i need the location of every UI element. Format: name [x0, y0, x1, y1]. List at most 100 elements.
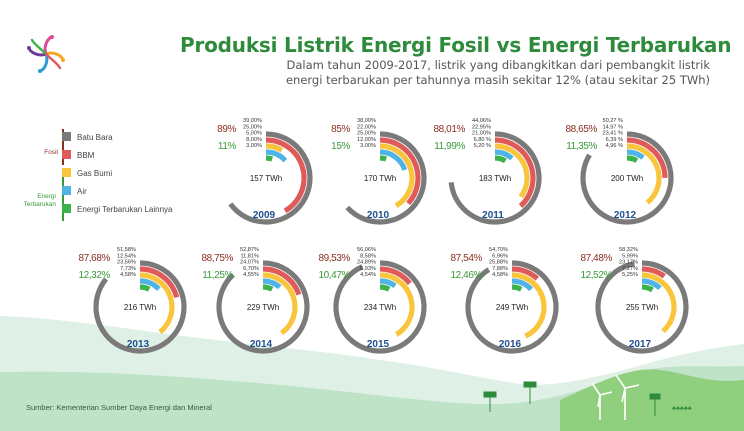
bar-gas-bumi-2016 — [511, 272, 547, 339]
legend-swatch-energi-terbarukan-lainnya — [62, 204, 71, 213]
legend-group-fosil: Fosil — [44, 149, 58, 156]
bar-gas-bumi-2011 — [494, 143, 530, 199]
legend-item-air: Air — [62, 185, 87, 198]
value-label-terbarukan-lainnya-2013: 4,58% — [120, 272, 136, 278]
bar-batu-bara-2014 — [216, 260, 310, 354]
radial-chart-2017 — [595, 260, 689, 354]
year-label-2009: 2009 — [253, 210, 276, 221]
total-label-2014: 229 TWh — [247, 303, 279, 312]
value-label-gas-bumi-2016: 25,88% — [489, 260, 508, 266]
total-label-2013: 216 TWh — [124, 303, 156, 312]
legend-label-air: Air — [77, 187, 87, 196]
legend-group-terbarukan-bracket — [62, 169, 64, 221]
terbarukan-share-2016: 12,46% — [450, 270, 482, 281]
total-label-2016: 249 TWh — [496, 303, 528, 312]
bar-air-2013 — [139, 278, 161, 291]
value-label-gas-bumi-2014: 24,07% — [240, 260, 259, 266]
value-label-terbarukan-lainnya-2011: 5,20 % — [474, 143, 491, 149]
value-label-gas-bumi-2015: 24,89% — [357, 260, 376, 266]
legend-item-gas-bumi: Gas Bumi — [62, 167, 112, 180]
value-label-batu-bara-2011: 44,06% — [472, 118, 491, 124]
terbarukan-share-2015: 10,47% — [318, 270, 350, 281]
bar-batu-bara-2009 — [228, 131, 313, 225]
value-label-bbm-2011: 22,95% — [472, 124, 491, 130]
bar-bbm-2014 — [262, 266, 302, 296]
bar-gas-bumi-2013 — [139, 272, 175, 335]
fosil-share-2014: 88,75% — [201, 253, 233, 264]
legend-label-energi-terbarukan-lainnya: Energi Terbarukan Lainnya — [77, 205, 173, 214]
legend-group-fosil-bracket — [62, 129, 64, 165]
fosil-share-2012: 88,65% — [565, 124, 597, 135]
source-note: Sumber: Kementerian Sumber Daya Energi d… — [26, 403, 212, 412]
legend-label-batu-bara: Batu Bara — [77, 133, 113, 142]
value-label-air-2016: 7,88% — [492, 266, 508, 272]
legend-group-terbarukan-line2: Terbarukan — [23, 201, 56, 208]
value-label-batu-bara-2010: 38,00% — [357, 118, 376, 124]
bar-batu-bara-2016 — [465, 260, 559, 354]
year-label-2011: 2011 — [482, 210, 504, 221]
bar-gas-bumi-2014 — [262, 272, 298, 336]
fosil-share-2015: 89,53% — [318, 253, 350, 264]
value-label-batu-bara-2014: 52,87% — [240, 247, 259, 253]
terbarukan-share-2011: 11,99% — [434, 141, 465, 152]
radial-chart-2013 — [93, 260, 187, 354]
bar-bbm-2009 — [265, 137, 307, 214]
total-label-2009: 157 TWh — [250, 174, 282, 183]
value-label-gas-bumi-2013: 23,56% — [117, 260, 136, 266]
total-label-2015: 234 TWh — [364, 303, 396, 312]
bar-air-2017 — [641, 278, 662, 291]
terbarukan-share-2017: 12,52% — [580, 270, 612, 281]
value-label-air-2014: 6,70% — [243, 266, 259, 272]
bar-gas-bumi-2017 — [641, 272, 677, 334]
bar-gas-bumi-2012 — [626, 143, 662, 205]
value-label-air-2012: 6,39 % — [606, 137, 623, 143]
year-label-2010: 2010 — [367, 210, 390, 221]
bar-air-2014 — [262, 278, 282, 290]
radial-chart-2012 — [580, 131, 674, 225]
fosil-share-2017: 87,48% — [580, 253, 612, 264]
legend-item-batu-bara: Batu Bara — [62, 131, 113, 144]
value-label-gas-bumi-2010: 25,00% — [357, 131, 376, 137]
legend-swatch-air — [62, 186, 71, 195]
bar-gas-bumi-2015 — [379, 272, 415, 337]
value-label-gas-bumi-2012: 23,41 % — [602, 131, 623, 137]
bar-terbarukan-lainnya-2011 — [494, 155, 507, 164]
subtitle-line-2: energi terbarukan per tahunnya masih sek… — [285, 73, 710, 87]
bar-air-2015 — [379, 278, 397, 289]
bar-terbarukan-lainnya-2009 — [265, 155, 273, 162]
radial-chart-2009 — [228, 131, 313, 225]
value-label-bbm-2017: 5,99% — [622, 253, 638, 259]
value-label-bbm-2010: 22,00% — [357, 124, 376, 130]
value-label-bbm-2015: 8,58% — [360, 253, 376, 259]
value-label-batu-bara-2017: 58,32% — [619, 247, 638, 253]
radial-chart-2010 — [345, 131, 427, 225]
year-label-2014: 2014 — [250, 339, 273, 350]
year-label-2012: 2012 — [614, 210, 637, 221]
legend-label-bbm: BBM — [77, 151, 95, 160]
bar-batu-bara-2011 — [448, 131, 542, 225]
total-label-2010: 170 TWh — [364, 174, 396, 183]
chart-title: Produksi Listrik Energi Fosil vs Energi … — [180, 33, 732, 57]
value-label-batu-bara-2009: 39,00% — [243, 118, 262, 124]
year-label-2016: 2016 — [499, 339, 522, 350]
fosil-share-2009: 89% — [217, 124, 236, 135]
bar-bbm-2011 — [494, 137, 536, 209]
bar-batu-bara-2015 — [333, 260, 427, 354]
value-label-terbarukan-lainnya-2010: 3,00% — [360, 143, 376, 149]
bar-bbm-2017 — [641, 266, 666, 279]
radial-chart-2011 — [448, 131, 542, 225]
value-label-bbm-2016: 6,96% — [492, 253, 508, 259]
bar-bbm-2013 — [139, 266, 180, 299]
value-label-bbm-2014: 11,81% — [240, 253, 259, 259]
value-label-air-2013: 7,73% — [120, 266, 136, 272]
logo-icon — [27, 35, 65, 73]
legend-swatch-batu-bara — [62, 132, 71, 141]
terbarukan-share-2014: 11,25% — [202, 270, 233, 281]
bar-air-2010 — [379, 149, 408, 171]
subtitle-line-1: Dalam tahun 2009-2017, listrik yang diba… — [286, 58, 710, 72]
bar-air-2011 — [494, 149, 514, 161]
bar-terbarukan-lainnya-2012 — [626, 155, 639, 163]
bar-bbm-2012 — [626, 137, 668, 179]
bar-bbm-2016 — [511, 266, 540, 281]
